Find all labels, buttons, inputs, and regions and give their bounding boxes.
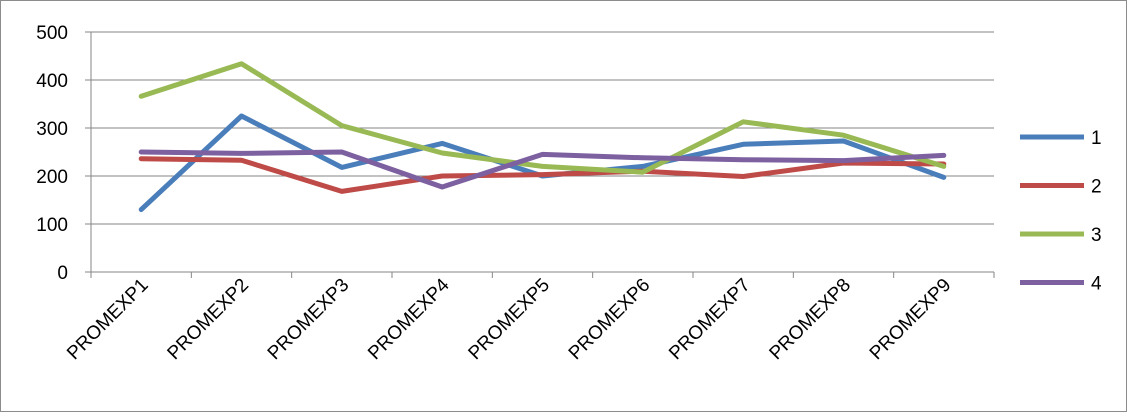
y-tick-label: 500 <box>36 23 68 44</box>
x-tick-label: PROMEXP2 <box>164 275 254 365</box>
series-line-2 <box>138 156 947 194</box>
y-tick-label: 300 <box>36 119 68 140</box>
y-tick-label: 0 <box>57 263 68 284</box>
x-tick-label: PROMEXP3 <box>264 275 354 365</box>
x-tick-label: PROMEXP7 <box>665 275 755 365</box>
legend-label-4: 4 <box>1091 274 1102 295</box>
x-tick-label: PROMEXP4 <box>364 274 454 364</box>
x-tick-label: PROMEXP1 <box>63 275 153 365</box>
series-line-4 <box>138 149 947 190</box>
axes <box>90 32 994 273</box>
x-tick-label: PROMEXP9 <box>866 275 956 365</box>
legend-label-1: 1 <box>1091 128 1102 149</box>
series-lines <box>138 61 947 213</box>
legend-label-2: 2 <box>1091 177 1102 198</box>
x-axis-ticks: PROMEXP1 PROMEXP2 PROMEXP3 PROMEXP4 PROMEXP5… <box>63 272 995 365</box>
gridlines <box>91 31 994 225</box>
x-tick-label: PROMEXP8 <box>766 275 856 365</box>
y-axis-ticks: 0 100 200 300 400 500 <box>36 23 91 284</box>
y-tick-label: 200 <box>36 167 68 188</box>
legend-label-3: 3 <box>1091 225 1102 246</box>
x-tick-label: PROMEXP6 <box>565 275 655 365</box>
legend: 1 2 3 4 <box>1020 128 1102 295</box>
x-tick-label: PROMEXP5 <box>465 275 555 365</box>
y-tick-label: 400 <box>36 71 68 92</box>
y-tick-label: 100 <box>36 215 68 236</box>
series-line-3 <box>138 61 947 175</box>
